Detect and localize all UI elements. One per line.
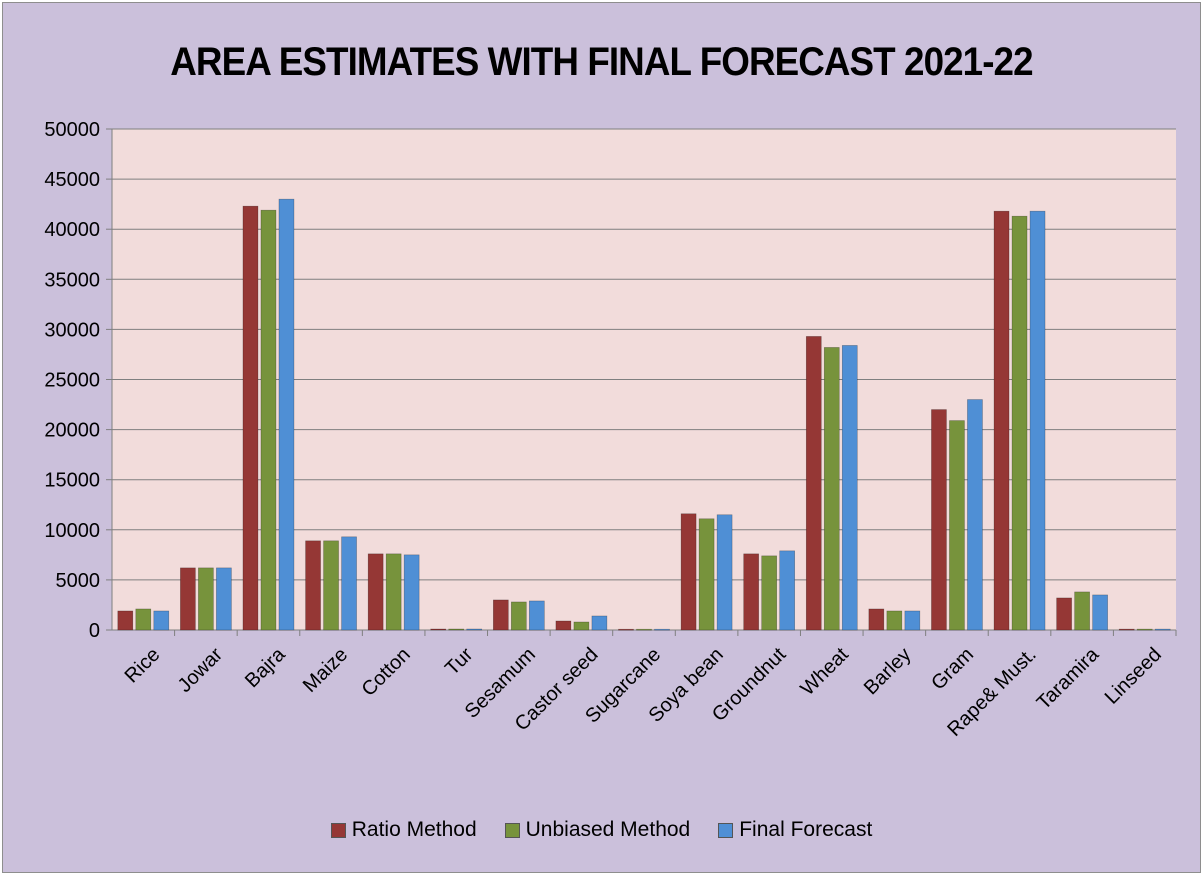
x-category-label: Maize [299, 644, 352, 697]
bar-ratio-method [993, 210, 1010, 631]
bar-unbiased-method [198, 567, 214, 631]
bar-ratio-method [743, 553, 759, 631]
x-category-label: Cotton [358, 644, 415, 701]
y-tick-label: 5000 [56, 570, 101, 592]
bar-ratio-method [931, 409, 947, 631]
bar-final-forecast [654, 628, 670, 631]
legend-swatch [330, 822, 346, 838]
x-category-label: Wheat [796, 643, 853, 700]
bar-unbiased-method [1136, 628, 1153, 631]
bar-ratio-method [1118, 628, 1135, 631]
bar-ratio-method [680, 513, 697, 631]
legend-label: Unbiased Method [525, 818, 691, 841]
bar-ratio-method [242, 205, 259, 631]
bar-unbiased-method [1074, 591, 1090, 631]
bar-final-forecast [153, 610, 170, 631]
y-tick-label: 40000 [44, 219, 100, 241]
bar-unbiased-method [573, 621, 590, 631]
bar-unbiased-method [511, 601, 527, 631]
y-tick-label: 0 [89, 620, 100, 642]
bar-ratio-method [180, 567, 196, 631]
x-category-label: Bajra [241, 643, 290, 692]
bar-ratio-method [367, 553, 384, 631]
bar-final-forecast [1092, 594, 1108, 631]
y-tick-label: 10000 [44, 520, 100, 542]
bar-final-forecast [1029, 210, 1046, 631]
bar-final-forecast [904, 610, 921, 631]
bar-unbiased-method [135, 608, 152, 631]
bar-final-forecast [216, 567, 232, 631]
bar-unbiased-method [385, 553, 402, 631]
bar-ratio-method [868, 608, 885, 631]
y-tick-label: 20000 [44, 420, 100, 442]
bar-final-forecast [591, 615, 608, 631]
bar-ratio-method [618, 628, 634, 631]
bar-final-forecast [1154, 628, 1171, 631]
x-category-label: Tur [441, 643, 477, 679]
bar-ratio-method [305, 540, 321, 631]
legend: Ratio Method Unbiased Method Final Forecas… [0, 818, 1203, 842]
x-category-label: Barley [860, 644, 916, 700]
x-category-label: Jowar [174, 643, 228, 697]
bar-chart: 0 5000 10000 15000 20000 25000 30000 35000 40000… [44, 119, 1177, 741]
bar-ratio-method [117, 610, 134, 631]
y-tick-label: 35000 [44, 269, 100, 291]
chart-title: AREA ESTIMATES WITH FINAL FORECAST 2021-… [170, 40, 1033, 84]
bar-ratio-method [805, 336, 822, 631]
bar-unbiased-method [698, 518, 715, 631]
bar-unbiased-method [1011, 215, 1028, 631]
bar-final-forecast [403, 554, 420, 631]
bar-unbiased-method [886, 610, 903, 631]
bar-final-forecast [341, 536, 357, 631]
y-tick-label: 25000 [44, 370, 100, 392]
bar-unbiased-method [260, 209, 277, 631]
legend-item: Ratio Method [330, 818, 477, 842]
bar-final-forecast [841, 345, 858, 631]
y-tick-label: 50000 [44, 119, 100, 141]
bar-unbiased-method [761, 555, 777, 631]
bar-unbiased-method [323, 540, 339, 631]
bar-final-forecast [466, 628, 483, 631]
legend-label: Final Forecast [739, 818, 873, 841]
x-category-label: Linseed [1101, 644, 1166, 709]
bar-final-forecast [779, 550, 795, 631]
bar-unbiased-method [636, 628, 652, 631]
legend-swatch [504, 822, 520, 838]
x-category-label: Taramira [1033, 643, 1104, 714]
bar-ratio-method [493, 599, 509, 631]
bar-unbiased-method [823, 347, 840, 631]
bar-final-forecast [278, 198, 295, 631]
legend-item: Unbiased Method [504, 818, 691, 842]
bar-ratio-method [430, 628, 447, 631]
legend-swatch [718, 822, 734, 838]
bar-unbiased-method [949, 420, 965, 631]
bar-ratio-method [1056, 597, 1072, 631]
legend-label: Ratio Method [351, 818, 477, 841]
bar-final-forecast [529, 600, 545, 631]
x-category-label: Gram [927, 644, 978, 695]
bar-final-forecast [716, 514, 733, 631]
x-category-label: Rice [121, 644, 165, 688]
y-tick-label: 15000 [44, 470, 100, 492]
bar-unbiased-method [448, 628, 465, 631]
bar-final-forecast [967, 399, 983, 631]
bar-ratio-method [555, 620, 572, 631]
legend-item: Final Forecast [718, 818, 872, 842]
y-tick-label: 30000 [44, 319, 100, 341]
y-tick-label: 45000 [44, 169, 100, 191]
